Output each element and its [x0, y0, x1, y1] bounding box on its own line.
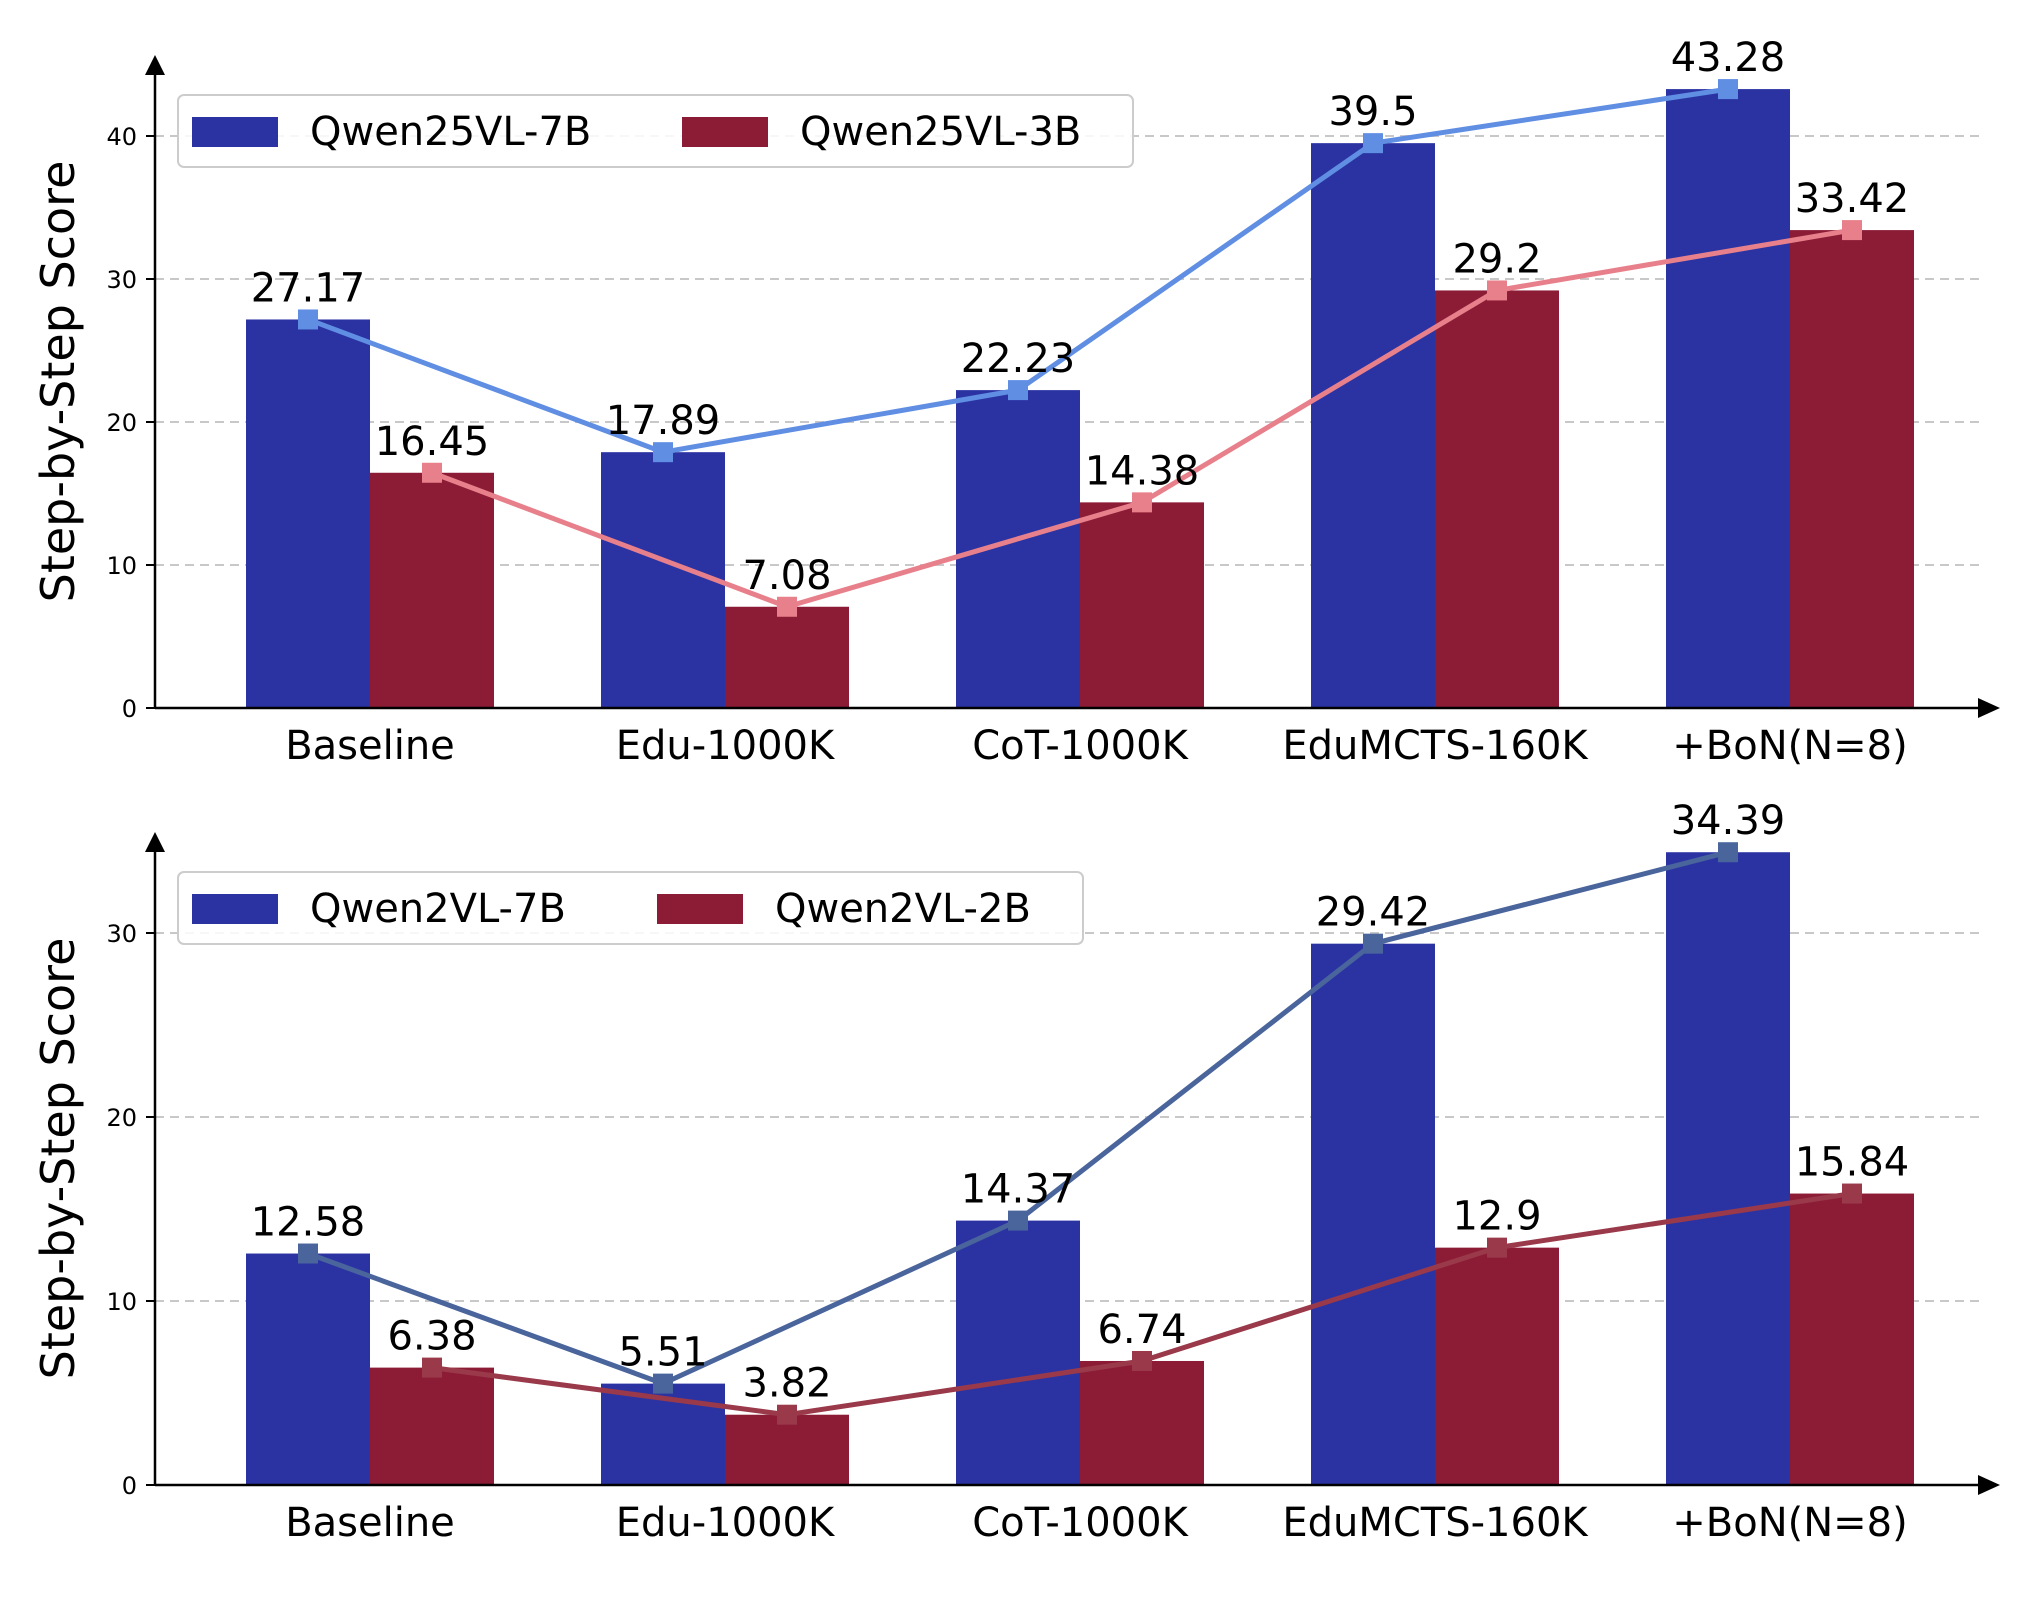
marker-Qwen2VL-2B-CoT-1000K: [1132, 1350, 1152, 1371]
data-label-Qwen2VL-2B-CoT-1000K: 6.74: [1097, 1307, 1186, 1353]
y-tick-label: 10: [106, 1288, 137, 1316]
x-axis-arrow: [1978, 1475, 2000, 1495]
data-label-Qwen25VL-3B-CoT-1000K: 14.38: [1085, 448, 1200, 494]
data-label-Qwen2VL-2B-EduMCTS-160K: 12.9: [1452, 1194, 1541, 1240]
data-label-Qwen25VL-7B-+BoN(N=8): 43.28: [1671, 35, 1786, 81]
legend-label-Qwen25VL-7B: Qwen25VL-7B: [310, 109, 591, 155]
bar-Qwen2VL-2B-+BoN(N=8): [1790, 1193, 1914, 1485]
x-category-label: EduMCTS-160K: [1282, 1500, 1589, 1546]
data-label-Qwen2VL-7B-Baseline: 12.58: [251, 1200, 366, 1246]
legend: Qwen2VL-7B Qwen2VL-2B: [177, 871, 1084, 945]
legend-box: [177, 94, 1134, 168]
marker-Qwen25VL-3B-Edu-1000K: [777, 596, 797, 617]
marker-Qwen25VL-3B-+BoN(N=8): [1842, 220, 1862, 241]
y-tick-label: 40: [106, 123, 137, 151]
data-label-Qwen25VL-3B-+BoN(N=8): 33.42: [1795, 176, 1910, 222]
marker-Qwen25VL-7B-Baseline: [298, 309, 318, 330]
data-label-Qwen25VL-7B-CoT-1000K: 22.23: [961, 336, 1076, 382]
y-axis-label: Step-by-Step Score: [31, 938, 85, 1380]
x-axis-arrow: [1978, 698, 2000, 718]
panel-2: 0 10 20 30 12.58 5.51 14.37 29.42 34.39 6.38 3.82 6…: [31, 798, 2000, 1546]
bar-Qwen25VL-7B-EduMCTS-160K: [1311, 143, 1435, 708]
legend-box: [177, 871, 1084, 945]
data-label-Qwen25VL-3B-EduMCTS-160K: 29.2: [1452, 236, 1541, 282]
bar-Qwen2VL-2B-CoT-1000K: [1080, 1360, 1204, 1485]
data-label-Qwen2VL-2B-+BoN(N=8): 15.84: [1795, 1140, 1910, 1186]
bar-Qwen2VL-7B-+BoN(N=8): [1666, 852, 1790, 1485]
x-category-label: EduMCTS-160K: [1282, 723, 1589, 769]
y-tick-label: 20: [106, 409, 137, 437]
legend-swatch-Qwen2VL-7B: [192, 894, 278, 924]
x-category-label: CoT-1000K: [972, 1500, 1189, 1546]
marker-Qwen25VL-3B-Baseline: [422, 462, 442, 483]
y-axis-arrow: [145, 832, 165, 852]
bar-Qwen2VL-7B-CoT-1000K: [956, 1220, 1080, 1485]
y-tick-label: 10: [106, 552, 137, 580]
bar-Qwen25VL-3B-Edu-1000K: [725, 606, 849, 708]
marker-Qwen2VL-2B-EduMCTS-160K: [1487, 1237, 1507, 1258]
y-tick-label: 0: [122, 1472, 137, 1500]
marker-Qwen2VL-7B-+BoN(N=8): [1718, 842, 1738, 863]
marker-Qwen25VL-7B-+BoN(N=8): [1718, 79, 1738, 100]
x-category-label: Baseline: [285, 1500, 455, 1546]
marker-Qwen2VL-7B-CoT-1000K: [1008, 1210, 1028, 1231]
data-label-Qwen25VL-3B-Baseline: 16.45: [375, 419, 490, 465]
data-label-Qwen2VL-7B-Edu-1000K: 5.51: [618, 1330, 707, 1376]
y-tick-label: 0: [122, 695, 137, 723]
bar-Qwen25VL-7B-+BoN(N=8): [1666, 89, 1790, 708]
bar-Qwen25VL-3B-Baseline: [370, 472, 494, 708]
marker-Qwen25VL-7B-EduMCTS-160K: [1363, 133, 1383, 154]
data-label-Qwen2VL-2B-Edu-1000K: 3.82: [742, 1361, 831, 1407]
data-label-Qwen25VL-7B-Baseline: 27.17: [251, 265, 366, 311]
data-label-Qwen25VL-3B-Edu-1000K: 7.08: [742, 553, 831, 599]
legend-label-Qwen2VL-2B: Qwen2VL-2B: [775, 886, 1031, 932]
bar-Qwen2VL-2B-EduMCTS-160K: [1435, 1247, 1559, 1485]
marker-Qwen25VL-3B-CoT-1000K: [1132, 492, 1152, 513]
x-category-label: Baseline: [285, 723, 455, 769]
legend-swatch-Qwen25VL-3B: [682, 117, 768, 147]
bar-Qwen25VL-7B-Edu-1000K: [601, 452, 725, 708]
x-category-label: Edu-1000K: [616, 1500, 836, 1546]
marker-Qwen2VL-2B-+BoN(N=8): [1842, 1183, 1862, 1204]
marker-Qwen2VL-7B-EduMCTS-160K: [1363, 933, 1383, 954]
bar-Qwen25VL-3B-EduMCTS-160K: [1435, 290, 1559, 708]
legend-swatch-Qwen2VL-2B: [657, 894, 743, 924]
marker-Qwen2VL-2B-Edu-1000K: [777, 1404, 797, 1425]
marker-Qwen2VL-2B-Baseline: [422, 1357, 442, 1378]
bar-Qwen2VL-2B-Edu-1000K: [725, 1414, 849, 1485]
data-label-Qwen2VL-2B-Baseline: 6.38: [387, 1314, 476, 1360]
y-tick-label: 20: [106, 1104, 137, 1132]
y-axis-arrow: [145, 55, 165, 75]
x-category-label: +BoN(N=8): [1672, 1500, 1907, 1546]
data-label-Qwen2VL-7B-+BoN(N=8): 34.39: [1671, 798, 1786, 844]
marker-Qwen25VL-3B-EduMCTS-160K: [1487, 280, 1507, 301]
y-axis-label: Step-by-Step Score: [31, 161, 85, 603]
bar-Qwen2VL-7B-EduMCTS-160K: [1311, 943, 1435, 1485]
marker-Qwen25VL-7B-CoT-1000K: [1008, 380, 1028, 401]
y-tick-label: 30: [106, 920, 137, 948]
data-label-Qwen2VL-7B-EduMCTS-160K: 29.42: [1316, 890, 1431, 936]
data-label-Qwen25VL-7B-Edu-1000K: 17.89: [606, 398, 721, 444]
bar-Qwen2VL-2B-Baseline: [370, 1367, 494, 1485]
bar-Qwen25VL-3B-CoT-1000K: [1080, 502, 1204, 708]
data-label-Qwen2VL-7B-CoT-1000K: 14.37: [961, 1167, 1076, 1213]
x-category-label: CoT-1000K: [972, 723, 1189, 769]
x-category-label: Edu-1000K: [616, 723, 836, 769]
marker-Qwen2VL-7B-Baseline: [298, 1243, 318, 1264]
y-tick-label: 30: [106, 266, 137, 294]
legend-label-Qwen25VL-3B: Qwen25VL-3B: [800, 109, 1081, 155]
legend-swatch-Qwen25VL-7B: [192, 117, 278, 147]
legend-label-Qwen2VL-7B: Qwen2VL-7B: [310, 886, 566, 932]
bar-Qwen25VL-7B-Baseline: [246, 319, 370, 708]
panel-1: 0 10 20 30 40 27.17 17.89 22.23 39.5 43.28 16.45 7.…: [31, 35, 2000, 769]
bar-Qwen25VL-3B-+BoN(N=8): [1790, 230, 1914, 708]
marker-Qwen2VL-7B-Edu-1000K: [653, 1373, 673, 1394]
data-label-Qwen25VL-7B-EduMCTS-160K: 39.5: [1328, 89, 1417, 135]
bar-Qwen2VL-7B-Baseline: [246, 1253, 370, 1485]
legend: Qwen25VL-7B Qwen25VL-3B: [177, 94, 1134, 168]
marker-Qwen25VL-7B-Edu-1000K: [653, 442, 673, 463]
x-category-label: +BoN(N=8): [1672, 723, 1907, 769]
